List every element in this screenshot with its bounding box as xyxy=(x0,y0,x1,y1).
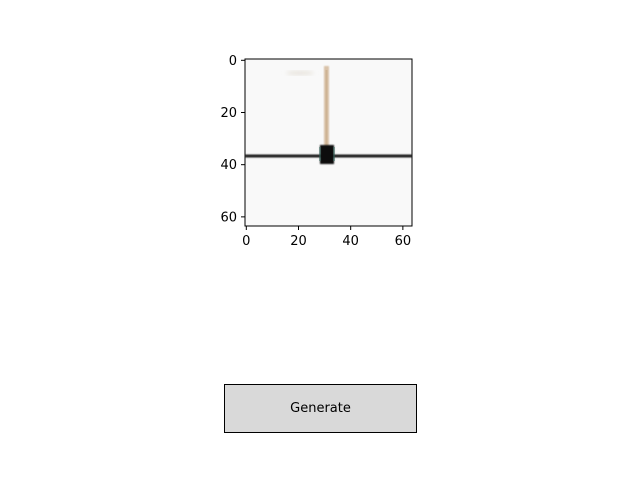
axes-frame xyxy=(244,58,413,227)
y-tick-label: 0 xyxy=(229,54,237,69)
x-tick-label: 40 xyxy=(342,234,359,249)
y-tick-label: 40 xyxy=(220,158,237,173)
x-tick-label: 60 xyxy=(395,234,412,249)
x-axis-ticks: 0 20 40 60 xyxy=(242,226,411,249)
generated-image xyxy=(245,59,412,226)
generate-button[interactable]: Generate xyxy=(224,384,417,433)
y-tick-label: 60 xyxy=(220,210,237,225)
y-tick-label: 20 xyxy=(220,106,237,121)
x-tick-label: 0 xyxy=(242,234,250,249)
x-tick-label: 20 xyxy=(290,234,307,249)
y-axis-ticks: 0 20 40 60 xyxy=(220,54,245,225)
